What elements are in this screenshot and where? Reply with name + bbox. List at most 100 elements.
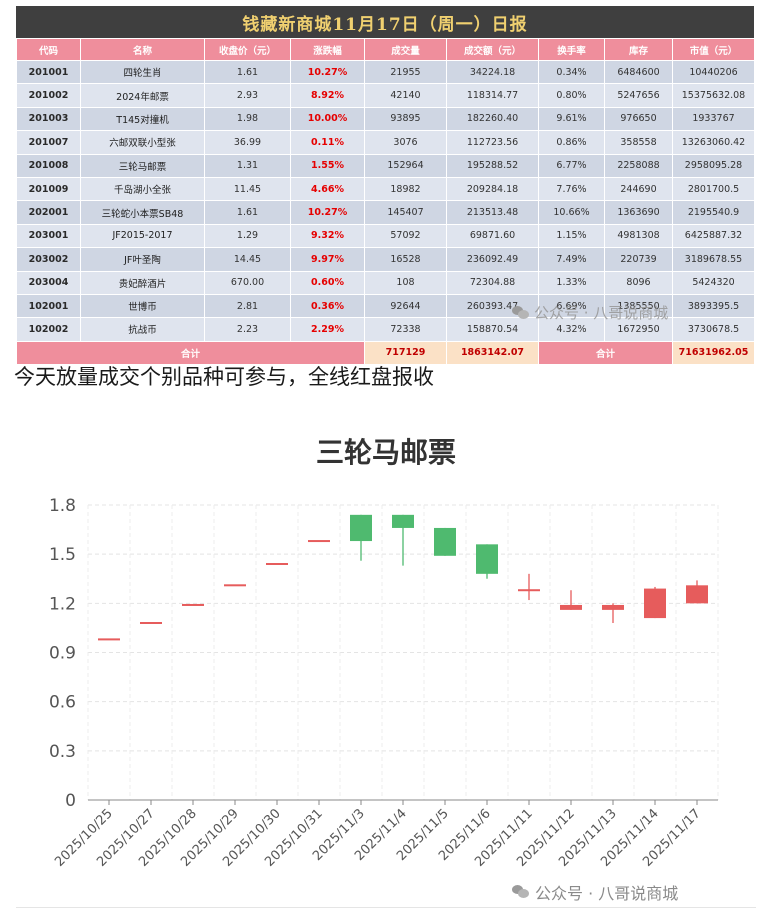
cell-volume: 16528 (364, 247, 447, 272)
table-header-row: 代码 名称 收盘价（元） 涨跌幅 成交量 成交额（元） 换手率 库存 市值（元） (16, 38, 755, 61)
cell-market-value: 13263060.42 (672, 130, 755, 155)
wechat-icon (512, 885, 530, 899)
cell-amount: 112723.56 (446, 130, 539, 155)
total-row: 合计 717129 1863142.07 合计 71631962.05 (16, 340, 755, 365)
cell-market-value: 6425887.32 (672, 223, 755, 249)
cell-amount: 118314.77 (446, 83, 539, 108)
cell-name: JF2015-2017 (80, 223, 205, 249)
cell-close-price: 2.23 (204, 317, 291, 342)
cell-close-price: 1.29 (204, 223, 291, 249)
cell-close-price: 1.61 (204, 59, 291, 85)
y-tick-label: 0.3 (49, 742, 76, 762)
cell-volume: 92644 (364, 293, 447, 319)
cell-market-value: 15375632.08 (672, 83, 755, 108)
cell-amount: 158870.54 (446, 317, 539, 342)
candle-body (224, 584, 246, 587)
cell-code: 201003 (16, 106, 81, 132)
cell-market-value: 10440206 (672, 59, 755, 85)
table-row: 201003 T145对撞机 1.98 10.00% 93895 182260.40 9.6… (16, 106, 755, 132)
cell-change-pct: 10.27% (290, 59, 365, 85)
y-tick-label: 1.8 (49, 496, 76, 516)
column-header: 换手率 (538, 38, 605, 61)
cell-close-price: 1.31 (204, 153, 291, 178)
table-row: 201001 四轮生肖 1.61 10.27% 21955 34224.18 0.34% 64… (16, 59, 755, 85)
cell-code: 201002 (16, 83, 81, 108)
cell-volume: 18982 (364, 176, 447, 202)
cell-stock: 4981308 (604, 223, 673, 249)
cell-turnover: 0.86% (538, 130, 605, 155)
cell-change-pct: 4.66% (290, 176, 365, 202)
candle-body (644, 588, 666, 619)
cell-change-pct: 1.55% (290, 153, 365, 178)
cell-stock: 976650 (604, 106, 673, 132)
total-market-value: 71631962.05 (672, 340, 755, 365)
cell-turnover: 6.69% (538, 293, 605, 319)
cell-name: T145对撞机 (80, 106, 205, 132)
report-title: 钱藏新商城11月17日（周一）日报 (16, 6, 754, 38)
cell-name: 三轮蛇小本票SB48 (80, 200, 205, 225)
cell-amount: 182260.40 (446, 106, 539, 132)
table-row: 202001 三轮蛇小本票SB48 1.61 10.27% 145407 213513.4… (16, 200, 755, 225)
table-row: 201007 六邮双联小型张 36.99 0.11% 3076 112723.56 0.86… (16, 130, 755, 155)
y-tick-label: 0.9 (49, 644, 76, 664)
table-row: 203002 JF叶圣陶 14.45 9.97% 16528 236092.49 7.49%… (16, 247, 755, 272)
cell-code: 202001 (16, 200, 81, 225)
cell-close-price: 670.00 (204, 270, 291, 295)
cell-name: 2024年邮票 (80, 83, 205, 108)
cell-stock: 1672950 (604, 317, 673, 342)
cell-amount: 213513.48 (446, 200, 539, 225)
cell-volume: 152964 (364, 153, 447, 178)
cell-change-pct: 8.92% (290, 83, 365, 108)
cell-change-pct: 10.00% (290, 106, 365, 132)
column-header: 成交额（元） (446, 38, 539, 61)
candle-body (686, 585, 708, 604)
table-row: 201009 千岛湖小全张 11.45 4.66% 18982 209284.18 7.76… (16, 176, 755, 202)
cell-name: 抗战币 (80, 317, 205, 342)
cell-stock: 2258088 (604, 153, 673, 178)
watermark-bottom: 公众号 · 八哥说商城 (512, 880, 678, 904)
cell-code: 102002 (16, 317, 81, 342)
cell-code: 201007 (16, 130, 81, 155)
cell-close-price: 14.45 (204, 247, 291, 272)
column-header: 库存 (604, 38, 673, 61)
cell-turnover: 9.61% (538, 106, 605, 132)
cell-turnover: 4.32% (538, 317, 605, 342)
candle-body (308, 540, 330, 543)
cell-code: 201001 (16, 59, 81, 85)
report-table: 代码 名称 收盘价（元） 涨跌幅 成交量 成交额（元） 换手率 库存 市值（元） 201001 四… (16, 38, 755, 365)
cell-market-value: 3189678.55 (672, 247, 755, 272)
candlestick-chart: 三轮马邮票 0 0.3 0.6 0.9 1.2 1.5 1.8 2025/10/25 2025/… (0, 415, 772, 917)
candle-body (350, 514, 372, 542)
cell-close-price: 11.45 (204, 176, 291, 202)
cell-change-pct: 0.11% (290, 130, 365, 155)
cell-close-price: 2.81 (204, 293, 291, 319)
cell-amount: 69871.60 (446, 223, 539, 249)
total-label: 合计 (16, 340, 365, 365)
watermark-top: 公众号 · 八哥说商城 (512, 302, 668, 323)
column-header: 名称 (80, 38, 205, 61)
cell-code: 102001 (16, 293, 81, 319)
column-header: 市值（元） (672, 38, 755, 61)
y-tick-label: 0 (65, 791, 76, 811)
table-row: 203001 JF2015-2017 1.29 9.32% 57092 69871.60 1… (16, 223, 755, 249)
cell-market-value: 3730678.5 (672, 317, 755, 342)
cell-stock: 6484600 (604, 59, 673, 85)
cell-amount: 236092.49 (446, 247, 539, 272)
table-row: 102001 世博币 2.81 0.36% 92644 260393.47 6.69% 138… (16, 293, 755, 319)
candle-body (266, 563, 288, 565)
cell-market-value: 2958095.28 (672, 153, 755, 178)
total-label-2: 合计 (538, 340, 673, 365)
cell-change-pct: 9.32% (290, 223, 365, 249)
cell-turnover: 0.34% (538, 59, 605, 85)
candle-body (140, 622, 162, 624)
cell-stock: 220739 (604, 247, 673, 272)
daily-report: 钱藏新商城11月17日（周一）日报 代码 名称 收盘价（元） 涨跌幅 成交量 成交额（元）… (16, 6, 755, 365)
cell-amount: 195288.52 (446, 153, 539, 178)
cell-market-value: 1933767 (672, 106, 755, 132)
candle-body (392, 514, 414, 528)
cell-name: 千岛湖小全张 (80, 176, 205, 202)
cell-change-pct: 0.60% (290, 270, 365, 295)
candle-body (476, 544, 498, 574)
cell-volume: 72338 (364, 317, 447, 342)
cell-turnover: 7.76% (538, 176, 605, 202)
